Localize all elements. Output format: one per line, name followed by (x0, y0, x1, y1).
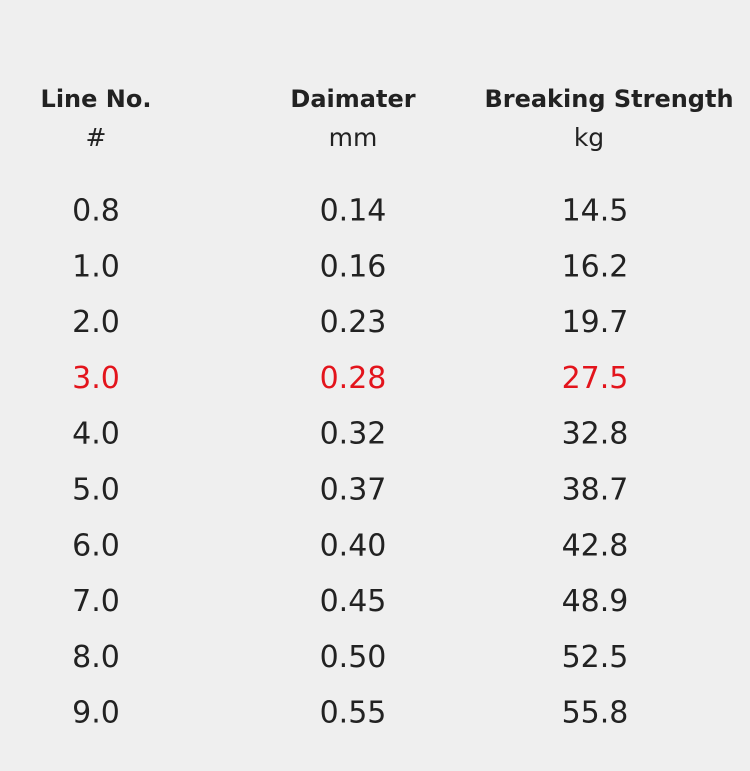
column-title: Breaking Strength (484, 85, 733, 113)
table-cell: 0.16 (320, 249, 387, 284)
table-cell: 9.0 (72, 696, 120, 731)
table-cell: 0.50 (320, 640, 387, 675)
table-cell: 4.0 (72, 417, 120, 452)
table-cell: 0.40 (320, 528, 387, 563)
table-cell: 48.9 (562, 584, 629, 619)
table-cell: 52.5 (562, 640, 629, 675)
table-cell: 5.0 (72, 473, 120, 508)
table-cell: 6.0 (72, 528, 120, 563)
column-title: Daimater (290, 85, 415, 113)
table-cell: 3.0 (72, 361, 120, 396)
table-cell: 0.28 (320, 361, 387, 396)
table-cell: 27.5 (562, 361, 629, 396)
table-cell: 42.8 (562, 528, 629, 563)
table-cell: 0.45 (320, 584, 387, 619)
table-cell: 7.0 (72, 584, 120, 619)
table-cell: 2.0 (72, 305, 120, 340)
table-cell: 38.7 (562, 473, 629, 508)
column-title: Line No. (41, 85, 152, 113)
column-unit: kg (574, 123, 604, 152)
table-cell: 0.8 (72, 194, 120, 229)
table-cell: 19.7 (562, 305, 629, 340)
table-cell: 0.37 (320, 473, 387, 508)
table-cell: 8.0 (72, 640, 120, 675)
table-cell: 55.8 (562, 696, 629, 731)
table-cell: 1.0 (72, 249, 120, 284)
table-cell: 0.55 (320, 696, 387, 731)
table-cell: 14.5 (562, 194, 629, 229)
table-cell: 16.2 (562, 249, 629, 284)
table-cell: 0.32 (320, 417, 387, 452)
table-cell: 32.8 (562, 417, 629, 452)
table-cell: 0.23 (320, 305, 387, 340)
table-cell: 0.14 (320, 194, 387, 229)
column-unit: mm (329, 123, 378, 152)
column-unit: # (86, 123, 107, 152)
